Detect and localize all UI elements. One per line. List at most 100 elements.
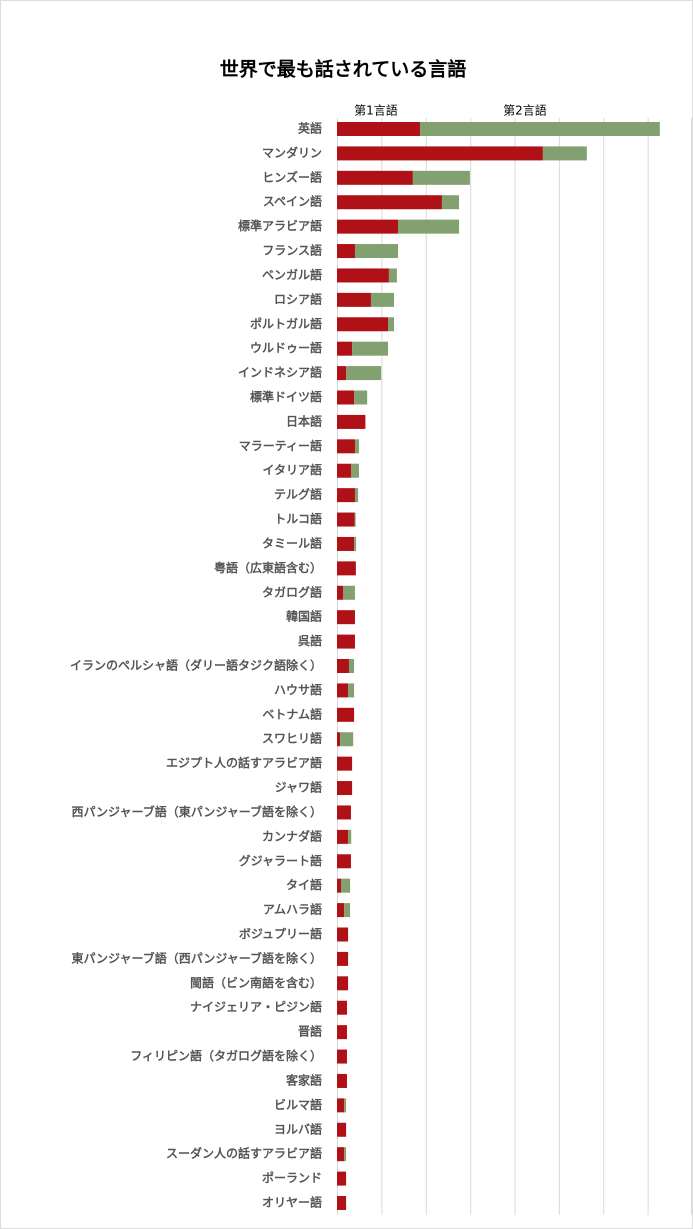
category-label: インドネシア語 (238, 365, 322, 380)
bar-segment (337, 414, 366, 429)
category-label: 晋語 (298, 1024, 322, 1039)
category-label: 呉語 (298, 633, 322, 648)
category-label: エジプト人の話すアラビア語 (166, 755, 322, 770)
category-label: ヨルバ語 (274, 1121, 322, 1136)
bar-segment (337, 1000, 347, 1015)
legend-label: 第2言語 (503, 103, 547, 118)
bar-segment (337, 659, 349, 673)
bar-segment (542, 146, 587, 161)
bar-segment (337, 122, 420, 136)
chart-title: 世界で最も話されている言語 (220, 58, 466, 81)
bar-segment (337, 903, 345, 918)
category-label: ポーランド (262, 1170, 322, 1185)
bar-segment (337, 976, 349, 991)
bar-segment (354, 536, 357, 551)
bar-segment (337, 439, 355, 454)
bar-segment (337, 1196, 347, 1210)
bar-segment (337, 927, 349, 942)
bar-segment (337, 536, 355, 551)
category-label: スペイン語 (263, 194, 322, 209)
bar-segment (337, 878, 341, 893)
bar-segment (354, 244, 399, 259)
bar-segment (441, 195, 460, 210)
bar-segment (344, 1098, 347, 1113)
category-label: タミール語 (262, 535, 322, 550)
category-label: タガログ語 (262, 584, 322, 599)
category-label: 東パンジャーブ語（西パンジャーブ語を除く） (71, 950, 322, 965)
bar-segment (337, 707, 355, 722)
category-label: マンダリン (262, 145, 322, 160)
category-label: テルグ語 (274, 487, 322, 502)
bar-segment (337, 732, 341, 747)
category-label: 閩語（ビン南語を含む） (190, 975, 322, 990)
legend-label: 第1言語 (354, 103, 398, 118)
bar-segment (354, 488, 359, 503)
category-label: 日本語 (286, 413, 322, 428)
bar-segment (337, 317, 389, 332)
category-label: 標準アラビア語 (238, 218, 322, 233)
bar-segment (419, 122, 660, 136)
bar-segment (348, 659, 355, 673)
bar-segment (337, 683, 349, 698)
bar-segment (370, 292, 395, 307)
bar-segment (348, 829, 352, 844)
bar-segment (337, 561, 356, 576)
bar-segment (337, 170, 413, 185)
bar-segment (337, 829, 349, 844)
bar-segment (340, 878, 351, 893)
bar-segment (337, 854, 351, 869)
bar-segment (346, 366, 382, 381)
category-label: ハウサ語 (274, 682, 322, 697)
bar-segment (337, 951, 349, 966)
bar-segment (337, 292, 371, 307)
bar-segment (354, 439, 359, 454)
bar-segment (337, 610, 355, 625)
category-label: スーダン人の話すアラビア語 (166, 1146, 322, 1161)
bar-segment (388, 317, 395, 332)
category-label: ロシア語 (274, 291, 322, 306)
bar-segment (337, 488, 355, 503)
bar-segment (337, 1049, 347, 1064)
bar-segment (344, 1147, 347, 1162)
category-label: イタリア語 (262, 462, 322, 477)
bar-segment (337, 1147, 345, 1162)
bar-segment (337, 1171, 347, 1186)
category-label: トルコ語 (274, 511, 322, 526)
bar-segment (337, 756, 353, 771)
bar-segment (388, 268, 397, 283)
category-label: カンナダ語 (262, 828, 322, 843)
category-label: ベトナム語 (262, 706, 322, 721)
bar-segment (354, 512, 356, 527)
bar-segment (337, 805, 351, 820)
category-label: フランス語 (262, 243, 322, 258)
category-label: 粤語（広東語含む） (214, 560, 322, 575)
category-label: 韓国語 (286, 609, 322, 624)
bar-segment (337, 219, 399, 234)
category-label: ヒンズー語 (262, 169, 322, 184)
category-label: ポルトガル語 (250, 316, 322, 331)
category-label: フィリピン語（タガログ語を除く） (130, 1048, 322, 1063)
category-label: ボジュプリー語 (239, 926, 322, 941)
bar-segment (350, 463, 359, 478)
bar-segment (337, 268, 389, 283)
category-label: 標準ドイツ語 (250, 389, 322, 404)
category-label: 西パンジャーブ語（東パンジャーブ語を除く） (71, 804, 322, 819)
bar-segment (342, 585, 355, 600)
bar-segment (337, 1073, 347, 1088)
category-label: タイ語 (286, 877, 322, 892)
category-label: ナイジェリア・ピジン語 (190, 999, 322, 1014)
bar-segment (340, 732, 354, 747)
bar-segment (337, 512, 355, 527)
bar-segment (337, 634, 355, 649)
category-label: ビルマ語 (274, 1097, 322, 1112)
bar-segment (337, 341, 353, 356)
category-label: ジャワ語 (275, 780, 322, 795)
bar-segment (337, 781, 353, 796)
bar-segment (354, 390, 368, 405)
category-label: 客家語 (285, 1072, 322, 1087)
category-label: イランのペルシャ語（ダリー語タジク語除く） (70, 658, 322, 673)
category-label: マラーティー語 (239, 438, 322, 453)
bar-segment (337, 585, 343, 600)
bar-segment (352, 341, 389, 356)
